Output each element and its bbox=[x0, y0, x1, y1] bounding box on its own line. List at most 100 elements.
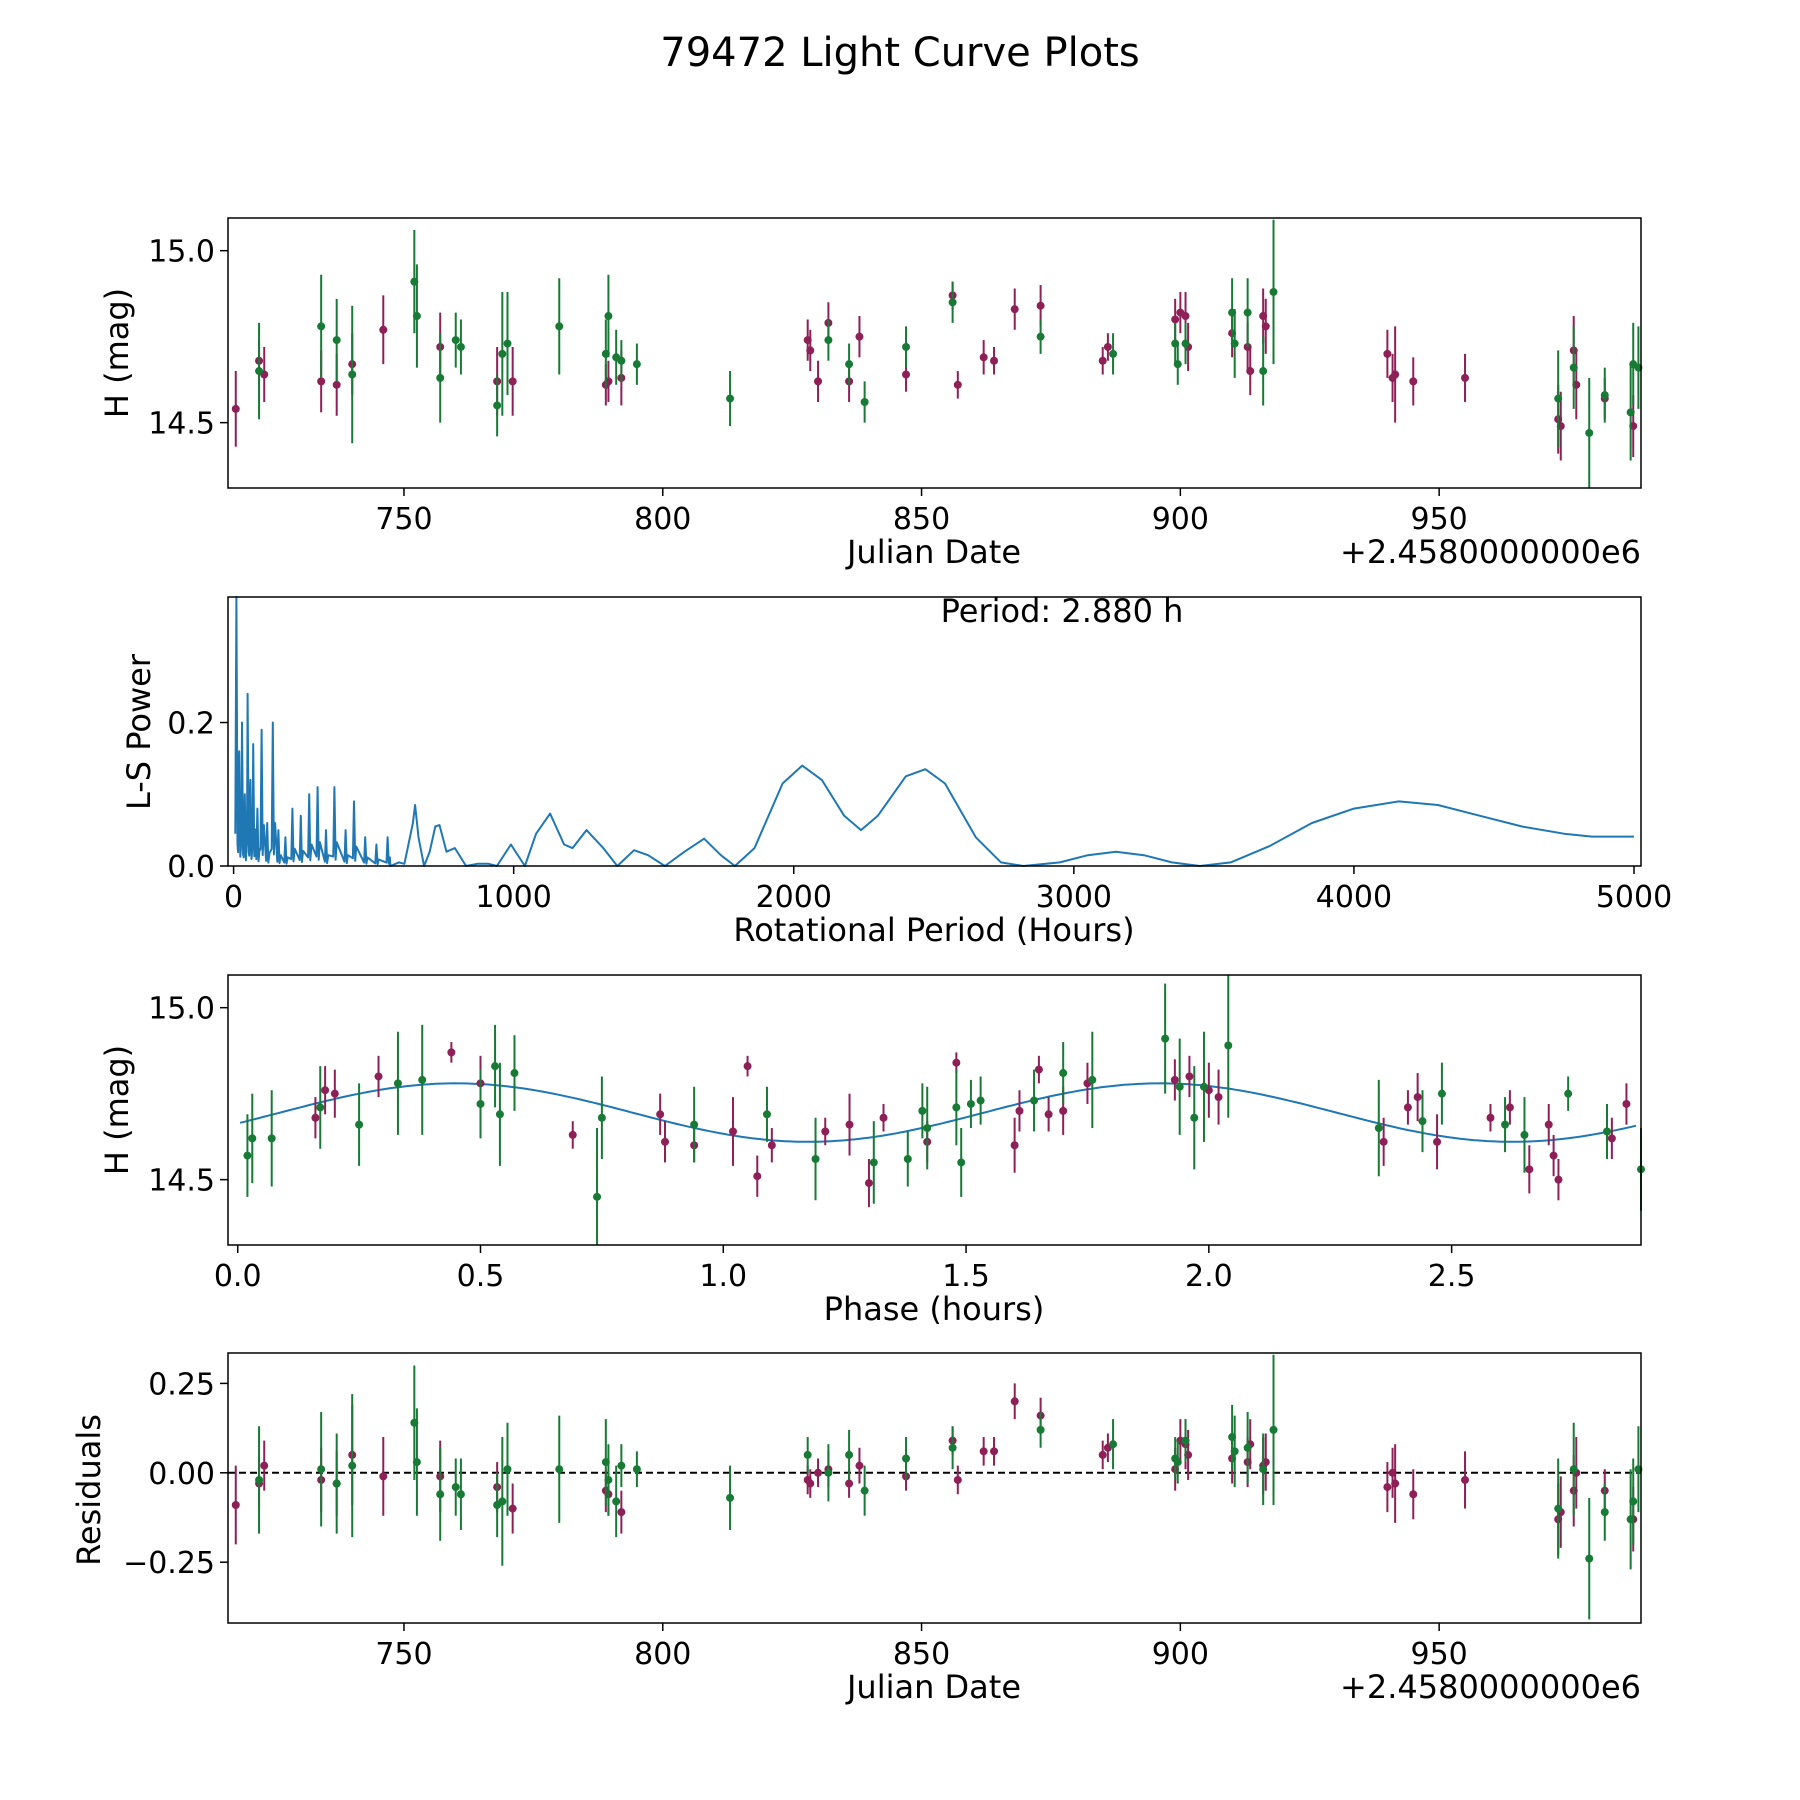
res-data-point bbox=[348, 1461, 357, 1470]
lc-data-point bbox=[806, 346, 815, 355]
lc-data-point bbox=[317, 377, 326, 386]
ph-ytick-label: 14.5 bbox=[148, 1164, 215, 1199]
ph-data-point bbox=[393, 1079, 402, 1088]
ph-data-point bbox=[1520, 1130, 1529, 1139]
ph-data-point bbox=[311, 1113, 320, 1122]
lc-data-point bbox=[902, 370, 911, 379]
lc-data-point bbox=[1036, 301, 1045, 310]
ph-data-point bbox=[374, 1072, 383, 1081]
res-data-point bbox=[317, 1465, 326, 1474]
ls-xtick-label: 0 bbox=[224, 880, 243, 915]
res-data-point bbox=[990, 1447, 999, 1456]
periodogram-power-line bbox=[234, 596, 1634, 867]
res-data-point bbox=[1098, 1450, 1107, 1459]
lc-xtick-label: 950 bbox=[1411, 502, 1468, 537]
lc-data-point bbox=[493, 401, 502, 410]
ph-data-point bbox=[762, 1110, 771, 1119]
lc-data-point bbox=[379, 325, 388, 334]
res-data-point bbox=[260, 1461, 269, 1470]
ph-data-point bbox=[864, 1179, 873, 1188]
lc-data-point bbox=[726, 394, 735, 403]
phased-ylabel: H (mag) bbox=[98, 1045, 136, 1175]
ph-data-point bbox=[1501, 1120, 1510, 1129]
lc-data-point bbox=[814, 377, 823, 386]
lc-data-point bbox=[902, 342, 911, 351]
ph-data-point bbox=[1564, 1089, 1573, 1098]
lc-data-point bbox=[617, 356, 626, 365]
res-data-point bbox=[632, 1465, 641, 1474]
lc-data-point bbox=[604, 312, 613, 321]
ph-data-point bbox=[1034, 1065, 1043, 1074]
ph-data-point bbox=[321, 1086, 330, 1095]
lc-data-point bbox=[348, 370, 357, 379]
ph-data-point bbox=[661, 1137, 670, 1146]
ls-xtick-label: 1000 bbox=[476, 880, 552, 915]
lc-data-point bbox=[1010, 305, 1019, 314]
res-data-point bbox=[617, 1461, 626, 1470]
ph-data-point bbox=[316, 1103, 325, 1112]
ph-xtick-label: 1.5 bbox=[942, 1259, 990, 1294]
res-data-point bbox=[456, 1490, 465, 1499]
lc-data-point bbox=[990, 356, 999, 365]
lc-data-point bbox=[1098, 356, 1107, 365]
ph-data-point bbox=[1224, 1041, 1233, 1050]
res-data-point bbox=[498, 1497, 507, 1506]
res-data-point bbox=[1173, 1458, 1182, 1467]
lc-xtick-label: 900 bbox=[1152, 502, 1209, 537]
ph-data-point bbox=[1059, 1106, 1068, 1115]
periodogram-ticks: 0 1000 2000 3000 4000 5000 0.0 0.2 bbox=[167, 707, 1672, 915]
lc-data-point bbox=[1383, 349, 1392, 358]
lc-data-point bbox=[1103, 342, 1112, 351]
res-data-point bbox=[1629, 1497, 1638, 1506]
ph-data-point bbox=[447, 1048, 456, 1057]
ph-data-point bbox=[418, 1075, 427, 1084]
ph-data-point bbox=[1554, 1175, 1563, 1184]
ph-data-point bbox=[1199, 1082, 1208, 1091]
lc-data-point bbox=[1269, 287, 1278, 296]
res-ytick-label: 0.25 bbox=[148, 1367, 215, 1402]
ph-data-point bbox=[952, 1058, 961, 1067]
ph-data-point bbox=[1486, 1113, 1495, 1122]
lc-data-point bbox=[555, 322, 564, 331]
ph-data-point bbox=[1418, 1117, 1427, 1126]
lc-data-point bbox=[1261, 322, 1270, 331]
ph-data-point bbox=[1010, 1141, 1019, 1150]
res-xtick-label: 800 bbox=[634, 1637, 691, 1672]
lc-data-point bbox=[1243, 308, 1252, 317]
lc-data-point bbox=[855, 332, 864, 341]
ph-data-point bbox=[1413, 1093, 1422, 1102]
lc-data-point bbox=[1181, 339, 1190, 348]
ph-xtick-label: 0.0 bbox=[214, 1259, 262, 1294]
lc-data-point bbox=[1600, 391, 1609, 400]
res-data-point bbox=[824, 1468, 833, 1477]
res-ytick-label: 0.00 bbox=[148, 1457, 215, 1492]
ph-data-point bbox=[923, 1124, 932, 1133]
lc-xtick-label: 800 bbox=[634, 502, 691, 537]
ph-data-point bbox=[1603, 1127, 1612, 1136]
lc-data-point bbox=[1230, 339, 1239, 348]
res-data-point bbox=[1259, 1465, 1268, 1474]
ph-data-point bbox=[491, 1062, 500, 1071]
res-data-point bbox=[1461, 1475, 1470, 1484]
lc-data-point bbox=[979, 353, 988, 362]
res-data-point bbox=[1383, 1483, 1392, 1492]
ph-data-point bbox=[728, 1127, 737, 1136]
ls-xtick-label: 3000 bbox=[1036, 880, 1112, 915]
res-data-point bbox=[803, 1450, 812, 1459]
residuals-marks bbox=[228, 1354, 1643, 1620]
res-data-point bbox=[1554, 1504, 1563, 1513]
ph-data-point bbox=[510, 1069, 519, 1078]
res-data-point bbox=[255, 1475, 264, 1484]
lc-data-point bbox=[451, 336, 460, 345]
res-data-point bbox=[1269, 1425, 1278, 1434]
lc-data-point bbox=[231, 404, 240, 413]
phased-xlabel: Phase (hours) bbox=[824, 1290, 1045, 1328]
light-curve-ylabel: H (mag) bbox=[98, 288, 136, 418]
lc-data-point bbox=[1409, 377, 1418, 386]
lc-data-point bbox=[412, 312, 421, 321]
ph-data-point bbox=[1544, 1120, 1553, 1129]
panel-residuals: 750 800 850 900 950 0.25 0.00 −0.25 Julian Date… bbox=[70, 1352, 1643, 1706]
ph-data-point bbox=[1374, 1124, 1383, 1133]
lc-data-point bbox=[632, 360, 641, 369]
